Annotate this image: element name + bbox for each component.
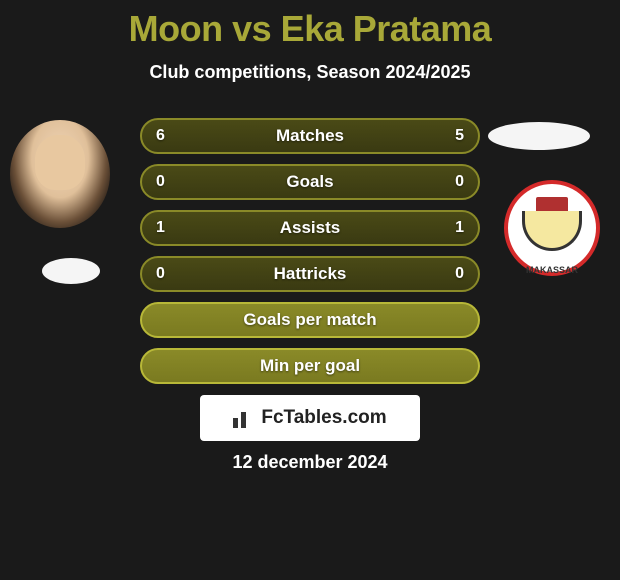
stat-value-left: 0 — [156, 166, 165, 198]
stat-rows-container: Matches65Goals00Assists11Hattricks00Goal… — [140, 118, 480, 394]
branding-badge: FcTables.com — [200, 395, 420, 441]
stat-label: Matches — [142, 120, 478, 152]
stat-row-goals: Goals0 0 — [140, 164, 480, 200]
badge-arc-icon — [522, 211, 582, 251]
stat-value-right: 0 — [455, 166, 464, 198]
stat-row-min-per-goal: Min per goal — [140, 348, 480, 384]
team-right-oval — [488, 122, 590, 150]
page-title: Moon vs Eka Pratama — [0, 0, 620, 50]
stat-label: Assists — [142, 212, 478, 244]
stat-label: Goals — [142, 166, 478, 198]
stat-label: Hattricks — [142, 258, 478, 290]
stat-row-goals-per-match: Goals per match — [140, 302, 480, 338]
stat-value-right: 5 — [455, 120, 464, 152]
page-subtitle: Club competitions, Season 2024/2025 — [0, 62, 620, 83]
stat-row-matches: Matches6 5 — [140, 118, 480, 154]
stat-row-hattricks: Hattricks0 0 — [140, 256, 480, 292]
badge-brick-icon — [536, 197, 568, 211]
stat-value-right: 1 — [455, 212, 464, 244]
stat-value-left: 6 — [156, 120, 165, 152]
stat-value-left: 1 — [156, 212, 165, 244]
stat-row-assists: Assists1 1 — [140, 210, 480, 246]
stat-value-right: 0 — [455, 258, 464, 290]
bar-chart-icon — [233, 408, 255, 428]
stat-label: Goals per match — [142, 304, 478, 336]
badge-text: MAKASSAR — [504, 265, 600, 275]
stat-label: Min per goal — [142, 350, 478, 382]
date-label: 12 december 2024 — [0, 452, 620, 473]
branding-label: FcTables.com — [261, 407, 386, 429]
team-left-logo — [42, 258, 100, 284]
stat-value-left: 0 — [156, 258, 165, 290]
team-right-badge: MAKASSAR — [504, 180, 600, 276]
player-left-avatar — [10, 120, 110, 228]
